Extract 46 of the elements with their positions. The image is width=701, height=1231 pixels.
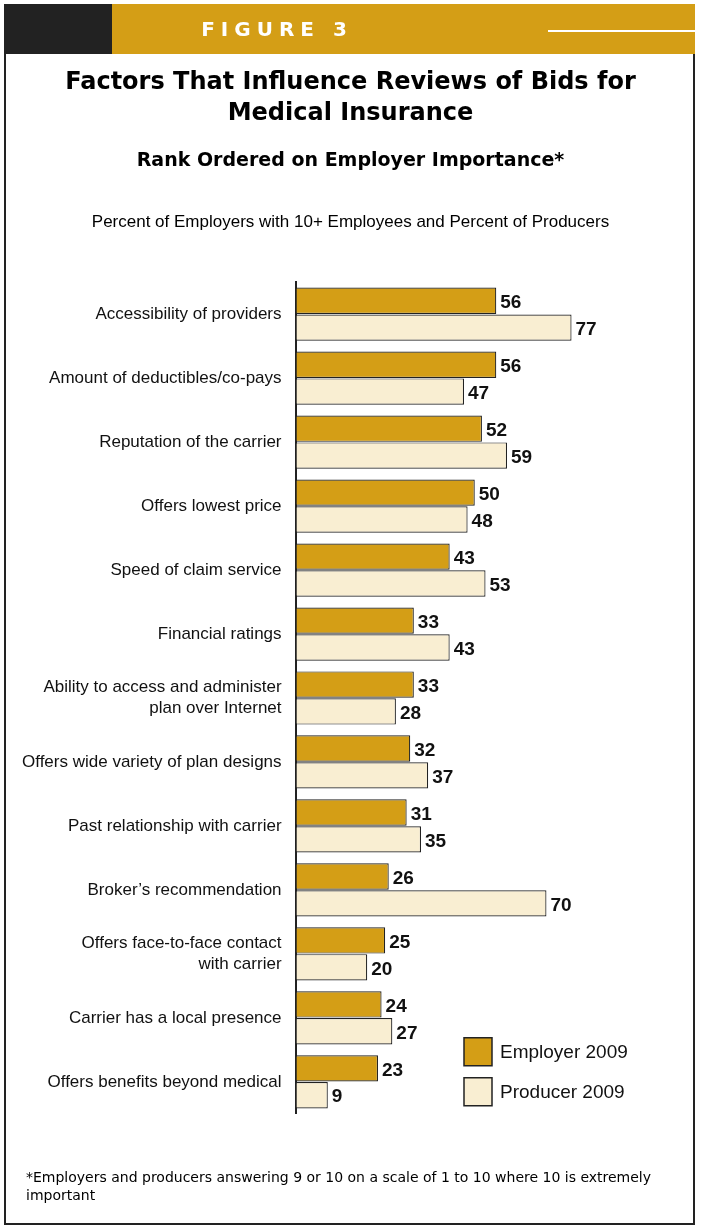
legend-label: Producer 2009 — [500, 1081, 625, 1103]
y-tick-label: Speed of claim service — [110, 559, 282, 579]
data-label: 43 — [453, 546, 475, 568]
y-tick-label: Financial ratings — [157, 623, 282, 643]
data-label: 33 — [417, 610, 439, 632]
data-label: 37 — [432, 765, 454, 787]
y-tick-label: Past relationship with carrier — [68, 815, 282, 835]
data-label: 23 — [381, 1058, 404, 1080]
data-label: 28 — [399, 701, 422, 723]
y-tick-label: Broker’s recommendation — [87, 879, 282, 899]
data-label: 31 — [410, 802, 433, 824]
data-label: 25 — [389, 930, 411, 952]
data-label: 52 — [485, 418, 508, 440]
data-label: 33 — [417, 674, 439, 696]
data-label: 27 — [396, 1021, 418, 1043]
data-label: 50 — [478, 482, 500, 504]
y-tick-label: Accessibility of providers — [95, 303, 282, 323]
y-tick-label: Reputation of the carrier — [99, 431, 282, 451]
chart-title: Factors That Influence Reviews of Bids for Medical Insurance — [64, 66, 637, 128]
text: *Employers and producers answering 9 or 10 on a scale of 1 to 10 where 10 is extremely important — [26, 1168, 653, 1204]
data-label: 48 — [471, 509, 493, 531]
text: Percent of Employers with 10+ Employees and Percent of Producers — [90, 212, 611, 232]
data-label: 53 — [489, 573, 511, 595]
data-label: 47 — [468, 381, 490, 403]
data-label: 20 — [371, 957, 393, 979]
data-label: 43 — [453, 637, 475, 659]
data-label: 35 — [425, 829, 447, 851]
data-label: 56 — [500, 354, 522, 376]
data-label: 59 — [511, 445, 533, 467]
caption: FIGURE 3 — [200, 16, 354, 43]
chart-subtitle: Rank Ordered on Employer Importance* — [135, 148, 566, 170]
y-tick-label: Offers benefits beyond medical — [47, 1071, 282, 1091]
y-tick-label: Carrier has a local presence — [68, 1007, 282, 1027]
data-label: 32 — [414, 738, 436, 760]
legend-label: Employer 2009 — [500, 1041, 628, 1063]
y-tick-label: Offers face-to-face contact with carrier — [81, 933, 282, 973]
data-label: 24 — [385, 994, 408, 1016]
data-label: 70 — [550, 893, 572, 915]
y-tick-label: Offers wide variety of plan designs — [21, 751, 282, 771]
data-label: 9 — [331, 1085, 343, 1107]
y-tick-label: Ability to access and administer plan over Internet — [43, 677, 282, 717]
y-tick-label: Offers lowest price — [141, 495, 282, 515]
data-label: 77 — [575, 317, 597, 339]
data-label: 26 — [392, 866, 414, 888]
y-tick-label: Amount of deductibles/co-pays — [49, 367, 282, 387]
data-label: 56 — [500, 290, 522, 312]
